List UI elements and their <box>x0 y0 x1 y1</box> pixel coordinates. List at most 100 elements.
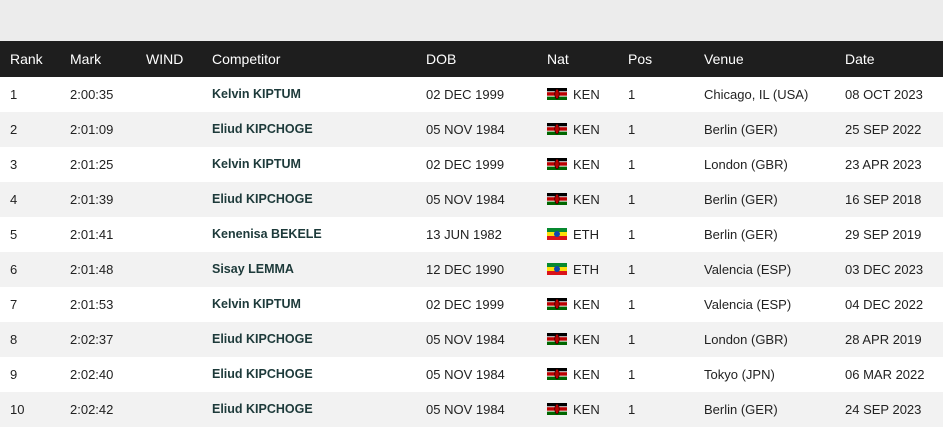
header-rank[interactable]: Rank <box>10 51 43 67</box>
rank-cell: 10 <box>10 402 25 417</box>
venue-cell: Berlin (GER) <box>704 192 778 207</box>
nat-code: KEN <box>573 87 600 102</box>
nat-cell: KEN <box>547 77 600 112</box>
competitor-link[interactable]: Kelvin KIPTUM <box>212 157 301 171</box>
table-row: 7 2:01:53 Kelvin KIPTUM 02 DEC 1999 KEN 1 Vale… <box>0 287 943 322</box>
venue-cell: Chicago, IL (USA) <box>704 87 809 102</box>
rank-cell: 2 <box>10 122 18 137</box>
nat-code: ETH <box>573 227 599 242</box>
nat-cell: KEN <box>547 182 600 217</box>
nat-cell: ETH <box>547 252 599 287</box>
pos-cell: 1 <box>628 332 636 347</box>
mark-cell: 2:01:48 <box>70 262 114 277</box>
nat-cell: KEN <box>547 392 600 427</box>
pos-cell: 1 <box>628 122 636 137</box>
table-row: 6 2:01:48 Sisay LEMMA 12 DEC 1990 ETH 1 Valenc… <box>0 252 943 287</box>
date-cell: 29 SEP 2019 <box>845 227 922 242</box>
mark-cell: 2:02:42 <box>70 402 114 417</box>
dob-cell: 05 NOV 1984 <box>426 192 505 207</box>
kenya-flag-icon <box>547 158 567 170</box>
nat-code: KEN <box>573 122 600 137</box>
kenya-flag-icon <box>547 123 567 135</box>
table-header: Rank Mark WIND Competitor DOB Nat Pos Ve… <box>0 41 943 77</box>
pos-cell: 1 <box>628 297 636 312</box>
competitor-link[interactable]: Eliud KIPCHOGE <box>212 332 313 346</box>
date-cell: 08 OCT 2023 <box>845 87 923 102</box>
table-row: 2 2:01:09 Eliud KIPCHOGE 05 NOV 1984 KEN 1 Ber… <box>0 112 943 147</box>
mark-cell: 2:01:53 <box>70 297 114 312</box>
venue-cell: Valencia (ESP) <box>704 297 792 312</box>
venue-cell: London (GBR) <box>704 332 788 347</box>
nat-cell: KEN <box>547 147 600 182</box>
header-mark[interactable]: Mark <box>70 51 102 67</box>
header-date[interactable]: Date <box>845 51 875 67</box>
header-venue[interactable]: Venue <box>704 51 744 67</box>
mark-cell: 2:00:35 <box>70 87 114 102</box>
dob-cell: 05 NOV 1984 <box>426 402 505 417</box>
date-cell: 25 SEP 2022 <box>845 122 922 137</box>
mark-cell: 2:01:09 <box>70 122 114 137</box>
dob-cell: 05 NOV 1984 <box>426 367 505 382</box>
nat-code: KEN <box>573 192 600 207</box>
ethiopia-flag-icon <box>547 228 567 240</box>
pos-cell: 1 <box>628 192 636 207</box>
competitor-link[interactable]: Sisay LEMMA <box>212 262 294 276</box>
kenya-flag-icon <box>547 88 567 100</box>
date-cell: 06 MAR 2022 <box>845 367 925 382</box>
mark-cell: 2:01:39 <box>70 192 114 207</box>
rank-cell: 9 <box>10 367 18 382</box>
rank-cell: 7 <box>10 297 18 312</box>
dob-cell: 05 NOV 1984 <box>426 122 505 137</box>
venue-cell: Berlin (GER) <box>704 227 778 242</box>
header-competitor[interactable]: Competitor <box>212 51 281 67</box>
competitor-link[interactable]: Eliud KIPCHOGE <box>212 367 313 381</box>
date-cell: 03 DEC 2023 <box>845 262 924 277</box>
venue-cell: Valencia (ESP) <box>704 262 792 277</box>
header-dob[interactable]: DOB <box>426 51 457 67</box>
kenya-flag-icon <box>547 403 567 415</box>
competitor-link[interactable]: Eliud KIPCHOGE <box>212 192 313 206</box>
rank-cell: 8 <box>10 332 18 347</box>
competitor-link[interactable]: Kelvin KIPTUM <box>212 297 301 311</box>
venue-cell: London (GBR) <box>704 157 788 172</box>
nat-cell: KEN <box>547 357 600 392</box>
dob-cell: 12 DEC 1990 <box>426 262 505 277</box>
nat-code: KEN <box>573 367 600 382</box>
mark-cell: 2:01:25 <box>70 157 114 172</box>
nat-code: KEN <box>573 297 600 312</box>
table-row: 3 2:01:25 Kelvin KIPTUM 02 DEC 1999 KEN 1 Lond… <box>0 147 943 182</box>
nat-cell: KEN <box>547 287 600 322</box>
nat-code: ETH <box>573 262 599 277</box>
nat-code: KEN <box>573 332 600 347</box>
kenya-flag-icon <box>547 193 567 205</box>
pos-cell: 1 <box>628 227 636 242</box>
rank-cell: 1 <box>10 87 18 102</box>
rank-cell: 5 <box>10 227 18 242</box>
dob-cell: 02 DEC 1999 <box>426 297 505 312</box>
table-row: 10 2:02:42 Eliud KIPCHOGE 05 NOV 1984 KEN 1 Be… <box>0 392 943 427</box>
top-band <box>0 0 943 41</box>
kenya-flag-icon <box>547 298 567 310</box>
table-row: 5 2:01:41 Kenenisa BEKELE 13 JUN 1982 ETH 1 Be… <box>0 217 943 252</box>
pos-cell: 1 <box>628 402 636 417</box>
competitor-link[interactable]: Eliud KIPCHOGE <box>212 402 313 416</box>
venue-cell: Berlin (GER) <box>704 122 778 137</box>
kenya-flag-icon <box>547 368 567 380</box>
venue-cell: Tokyo (JPN) <box>704 367 775 382</box>
competitor-link[interactable]: Kelvin KIPTUM <box>212 87 301 101</box>
mark-cell: 2:02:40 <box>70 367 114 382</box>
table-row: 8 2:02:37 Eliud KIPCHOGE 05 NOV 1984 KEN 1 Lon… <box>0 322 943 357</box>
header-nat[interactable]: Nat <box>547 51 569 67</box>
competitor-link[interactable]: Kenenisa BEKELE <box>212 227 322 241</box>
mark-cell: 2:01:41 <box>70 227 114 242</box>
competitor-link[interactable]: Eliud KIPCHOGE <box>212 122 313 136</box>
pos-cell: 1 <box>628 367 636 382</box>
pos-cell: 1 <box>628 157 636 172</box>
date-cell: 28 APR 2019 <box>845 332 922 347</box>
header-pos[interactable]: Pos <box>628 51 653 67</box>
nat-cell: KEN <box>547 112 600 147</box>
table-row: 9 2:02:40 Eliud KIPCHOGE 05 NOV 1984 KEN 1 Tok… <box>0 357 943 392</box>
nat-cell: ETH <box>547 217 599 252</box>
header-wind[interactable]: WIND <box>146 51 184 67</box>
pos-cell: 1 <box>628 87 636 102</box>
